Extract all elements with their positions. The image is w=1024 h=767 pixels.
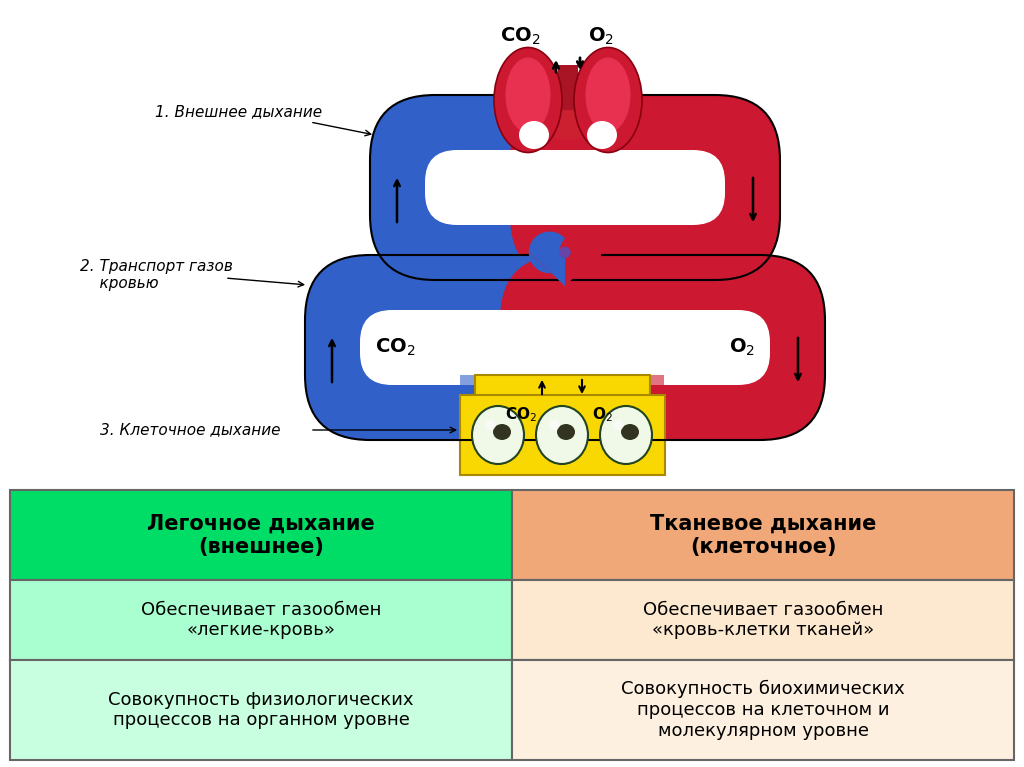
Ellipse shape <box>472 406 524 464</box>
FancyBboxPatch shape <box>425 150 725 225</box>
Ellipse shape <box>546 110 591 140</box>
Text: Обеспечивает газообмен
«легкие-кровь»: Обеспечивает газообмен «легкие-кровь» <box>141 601 381 640</box>
Ellipse shape <box>493 424 511 440</box>
Bar <box>10 490 512 580</box>
FancyBboxPatch shape <box>510 95 780 280</box>
Ellipse shape <box>506 58 551 133</box>
Ellipse shape <box>574 48 642 153</box>
Bar <box>562 375 664 397</box>
Bar <box>512 490 1014 580</box>
Text: O$_2$: O$_2$ <box>729 337 755 357</box>
Bar <box>460 395 665 475</box>
Ellipse shape <box>587 121 617 149</box>
Bar <box>558 65 578 125</box>
Bar <box>512 580 1014 660</box>
Ellipse shape <box>612 420 624 430</box>
Ellipse shape <box>484 420 496 430</box>
Ellipse shape <box>600 406 652 464</box>
Text: CO$_2$: CO$_2$ <box>375 337 416 357</box>
Circle shape <box>560 248 570 258</box>
Circle shape <box>560 232 600 272</box>
Ellipse shape <box>536 406 588 464</box>
Text: Тканевое дыхание
(клеточное): Тканевое дыхание (клеточное) <box>650 513 877 557</box>
Bar <box>512 660 1014 760</box>
Text: Совокупность биохимических
процессов на клеточном и
молекулярном уровне: Совокупность биохимических процессов на … <box>622 680 905 740</box>
Bar <box>475 375 650 397</box>
Polygon shape <box>529 252 601 286</box>
Bar <box>460 375 562 397</box>
Text: 3. Клеточное дыхание: 3. Клеточное дыхание <box>100 423 281 437</box>
Text: O$_2$: O$_2$ <box>588 26 614 47</box>
FancyBboxPatch shape <box>500 255 825 440</box>
Text: Обеспечивает газообмен
«кровь-клетки тканей»: Обеспечивает газообмен «кровь-клетки тка… <box>643 601 883 640</box>
Text: O$_2$: O$_2$ <box>592 405 612 423</box>
Polygon shape <box>529 252 565 286</box>
FancyBboxPatch shape <box>305 255 630 440</box>
Text: Легочное дыхание
(внешнее): Легочное дыхание (внешнее) <box>147 513 375 557</box>
Circle shape <box>529 232 569 272</box>
Ellipse shape <box>548 420 560 430</box>
Ellipse shape <box>519 121 549 149</box>
Ellipse shape <box>586 58 631 133</box>
Ellipse shape <box>494 48 562 153</box>
Ellipse shape <box>557 424 575 440</box>
Ellipse shape <box>621 424 639 440</box>
Text: CO$_2$: CO$_2$ <box>500 26 540 47</box>
Bar <box>10 580 512 660</box>
Text: CO$_2$: CO$_2$ <box>505 405 537 423</box>
Text: Совокупность физиологических
процессов на органном уровне: Совокупность физиологических процессов н… <box>109 690 414 729</box>
Text: 1. Внешнее дыхание: 1. Внешнее дыхание <box>155 104 323 120</box>
FancyBboxPatch shape <box>370 95 640 280</box>
Text: 2. Транспорт газов
    кровью: 2. Транспорт газов кровью <box>80 258 232 291</box>
FancyBboxPatch shape <box>360 310 770 385</box>
Bar <box>10 660 512 760</box>
